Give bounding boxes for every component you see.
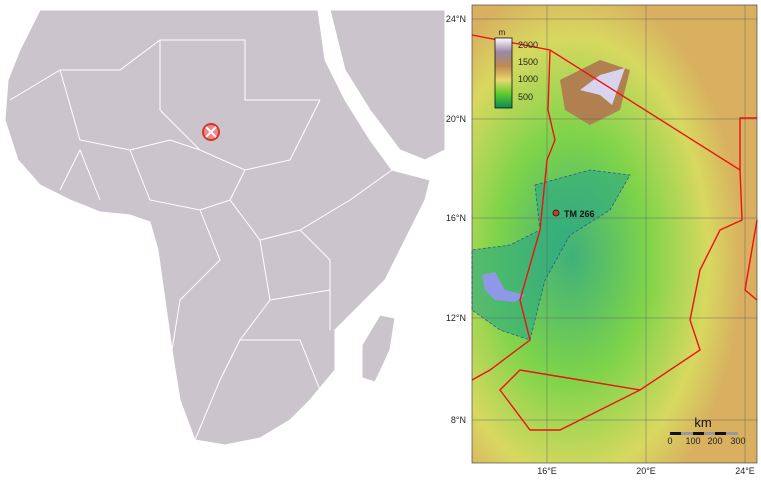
country-borders: [9, 39, 393, 441]
lat-tick: 24°N: [446, 14, 466, 24]
legend-tick: 1500: [518, 57, 538, 67]
legend-unit: m: [499, 28, 506, 37]
scale-tick: 100: [685, 436, 700, 446]
lon-tick: 16°E: [537, 466, 557, 476]
scale-tick: 0: [667, 436, 672, 446]
lat-tick: 8°N: [451, 415, 466, 425]
scale-bar: km 0 100 200 300: [667, 415, 745, 446]
latitude-axis: 24°N 20°N 16°N 12°N 8°N: [446, 14, 466, 425]
africa-landmass: [4, 9, 445, 446]
scale-unit: km: [694, 415, 711, 430]
lon-tick: 20°E: [636, 466, 656, 476]
site-marker-icon: [552, 209, 560, 217]
elevation-legend: m 2000 1500 1000 500: [494, 28, 538, 109]
lon-tick: 24°E: [735, 466, 755, 476]
site-marker: TM 266: [552, 209, 595, 219]
legend-tick: 1000: [518, 74, 538, 84]
scale-tick: 200: [707, 436, 722, 446]
site-marker-icon: [202, 123, 220, 141]
lat-tick: 16°N: [446, 213, 466, 223]
lake-chad: [482, 272, 525, 302]
graticule: [472, 5, 757, 463]
lat-tick: 20°N: [446, 114, 466, 124]
africa-locator-map: [4, 9, 445, 446]
scale-tick: 300: [730, 436, 745, 446]
relief-map: TM 266 24°N 20°N 16°N 12°N 8°N 16°E 20°E…: [446, 4, 758, 476]
legend-tick: 500: [518, 92, 533, 102]
country-borders: [471, 34, 758, 431]
lat-tick: 12°N: [446, 313, 466, 323]
site-label: TM 266: [564, 209, 595, 219]
longitude-axis: 16°E 20°E 24°E: [537, 466, 755, 476]
legend-tick: 2000: [518, 40, 538, 50]
